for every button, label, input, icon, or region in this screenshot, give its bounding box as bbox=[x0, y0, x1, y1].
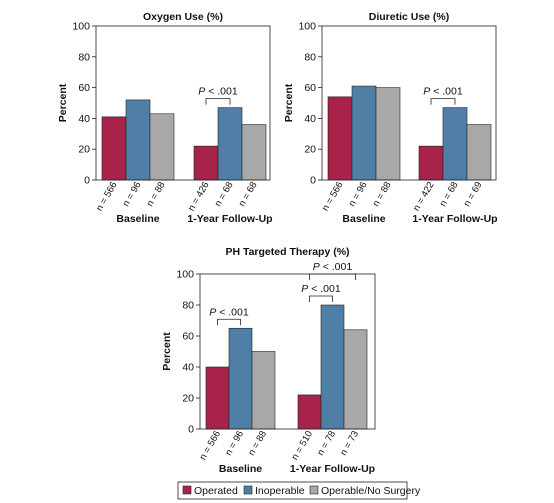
n-label: n = 566 bbox=[320, 180, 346, 213]
y-tick-label: 40 bbox=[78, 113, 90, 125]
significance-bracket: P < .001 bbox=[423, 86, 463, 105]
p-value-label: P < .001 bbox=[423, 86, 463, 98]
legend-swatch-operated bbox=[182, 485, 192, 495]
p-value-label: P < .001 bbox=[301, 283, 341, 295]
y-tick-label: 60 bbox=[182, 331, 194, 343]
significance-bracket: P < .001 bbox=[301, 283, 341, 302]
category-label: 1-Year Follow-Up bbox=[412, 213, 497, 225]
bar-operable-no-surgery-baseline bbox=[251, 351, 276, 430]
bar-inoperable-baseline bbox=[125, 99, 151, 181]
bar-inoperable-baseline bbox=[351, 85, 377, 181]
bar-operated-baseline bbox=[327, 96, 353, 181]
bracket-line bbox=[205, 98, 231, 105]
category-label: Baseline bbox=[219, 463, 262, 475]
chart-title: PH Targeted Therapy (%) bbox=[225, 246, 349, 258]
chart-oxygen-use: Oxygen Use (%) Percent 0 20 40 60 80 100 n = 566… bbox=[57, 11, 273, 225]
chart-ph-targeted-therapy: PH Targeted Therapy (%) Percent 0 20 40 60 80 1… bbox=[161, 246, 376, 475]
bar-operated-1-year-follow-up bbox=[297, 394, 322, 430]
n-label: n = 96 bbox=[121, 180, 144, 209]
y-axis-label: Percent bbox=[57, 83, 69, 122]
n-label: n = 566 bbox=[94, 180, 120, 213]
category-label: 1-Year Follow-Up bbox=[290, 463, 375, 475]
bar-inoperable-1-year-follow-up bbox=[217, 107, 243, 181]
category-label: Baseline bbox=[342, 213, 385, 225]
y-tick-label: 60 bbox=[78, 82, 90, 94]
bar-operable-no-surgery-baseline bbox=[375, 87, 401, 181]
y-tick-label: 80 bbox=[304, 51, 316, 63]
legend-box bbox=[177, 481, 408, 500]
n-label: n = 88 bbox=[145, 180, 168, 209]
y-tick-label: 0 bbox=[310, 175, 316, 187]
bar-operable-no-surgery-1-year-follow-up bbox=[466, 124, 492, 181]
bar-operable-no-surgery-baseline bbox=[149, 113, 175, 181]
bar-operated-1-year-follow-up bbox=[193, 145, 219, 181]
y-tick-label: 0 bbox=[84, 175, 90, 187]
y-tick-label: 40 bbox=[304, 113, 316, 125]
n-label: n = 566 bbox=[198, 429, 224, 462]
y-tick-label: 20 bbox=[304, 144, 316, 156]
bar-operated-1-year-follow-up bbox=[418, 145, 444, 181]
plot-frame bbox=[321, 25, 497, 181]
y-axis-label: Percent bbox=[283, 83, 295, 122]
y-tick-label: 0 bbox=[188, 424, 194, 436]
legend: Operated Inoperable Operable/No Surgery bbox=[177, 481, 421, 500]
significance-bracket: P < .001 bbox=[309, 261, 356, 280]
y-tick-label: 100 bbox=[298, 21, 316, 33]
n-label: n = 88 bbox=[371, 180, 394, 209]
p-value-label: P < .001 bbox=[198, 86, 238, 98]
bar-inoperable-1-year-follow-up bbox=[320, 304, 345, 430]
n-label: n = 96 bbox=[223, 429, 246, 458]
n-label: n = 73 bbox=[338, 429, 361, 458]
category-label: Baseline bbox=[116, 213, 159, 225]
n-label: n = 68 bbox=[237, 180, 260, 209]
category-label: 1-Year Follow-Up bbox=[187, 213, 272, 225]
bracket-line bbox=[309, 295, 333, 302]
y-tick-label: 60 bbox=[304, 82, 316, 94]
bar-operable-no-surgery-1-year-follow-up bbox=[343, 329, 368, 430]
n-label: n = 510 bbox=[290, 429, 316, 462]
legend-swatch-operable-no-surgery bbox=[309, 485, 319, 495]
y-tick-label: 20 bbox=[78, 144, 90, 156]
legend-label-inoperable: Inoperable bbox=[255, 485, 305, 497]
n-label: n = 69 bbox=[462, 180, 485, 209]
y-tick-label: 80 bbox=[78, 51, 90, 63]
y-tick-label: 20 bbox=[182, 393, 194, 405]
significance-bracket: P < .001 bbox=[209, 306, 249, 326]
plot-frame bbox=[199, 273, 376, 430]
n-label: n = 78 bbox=[315, 429, 338, 458]
plot-frame bbox=[95, 25, 271, 181]
bar-inoperable-baseline bbox=[228, 327, 253, 430]
bracket-line bbox=[309, 273, 356, 280]
y-tick-label: 100 bbox=[176, 269, 194, 281]
chart-diuretic-use: Diuretic Use (%) Percent 0 20 40 60 80 100 n = 5… bbox=[283, 11, 498, 225]
significance-bracket: P < .001 bbox=[198, 86, 238, 105]
chart-title: Diuretic Use (%) bbox=[369, 11, 450, 23]
chart-title: Oxygen Use (%) bbox=[143, 11, 223, 23]
n-label: n = 68 bbox=[213, 180, 236, 209]
y-tick-label: 80 bbox=[182, 300, 194, 312]
bracket-line bbox=[430, 98, 456, 105]
p-value-label: P < .001 bbox=[313, 261, 353, 273]
bar-inoperable-1-year-follow-up bbox=[442, 107, 468, 181]
n-label: n = 68 bbox=[438, 180, 461, 209]
n-label: n = 88 bbox=[246, 429, 269, 458]
n-label: n = 426 bbox=[186, 180, 212, 213]
y-tick-label: 100 bbox=[72, 21, 90, 33]
bar-operable-no-surgery-1-year-follow-up bbox=[241, 124, 267, 181]
y-axis-label: Percent bbox=[161, 332, 173, 371]
bar-operated-baseline bbox=[205, 366, 230, 430]
p-value-label: P < .001 bbox=[209, 306, 249, 318]
legend-label-operable-no-surgery: Operable/No Surgery bbox=[321, 485, 421, 497]
y-tick-label: 40 bbox=[182, 362, 194, 374]
n-label: n = 422 bbox=[411, 180, 437, 213]
bracket-line bbox=[217, 318, 241, 326]
legend-label-operated: Operated bbox=[194, 485, 238, 497]
n-label: n = 96 bbox=[347, 180, 370, 209]
legend-swatch-inoperable bbox=[243, 485, 253, 495]
bar-operated-baseline bbox=[101, 116, 127, 181]
